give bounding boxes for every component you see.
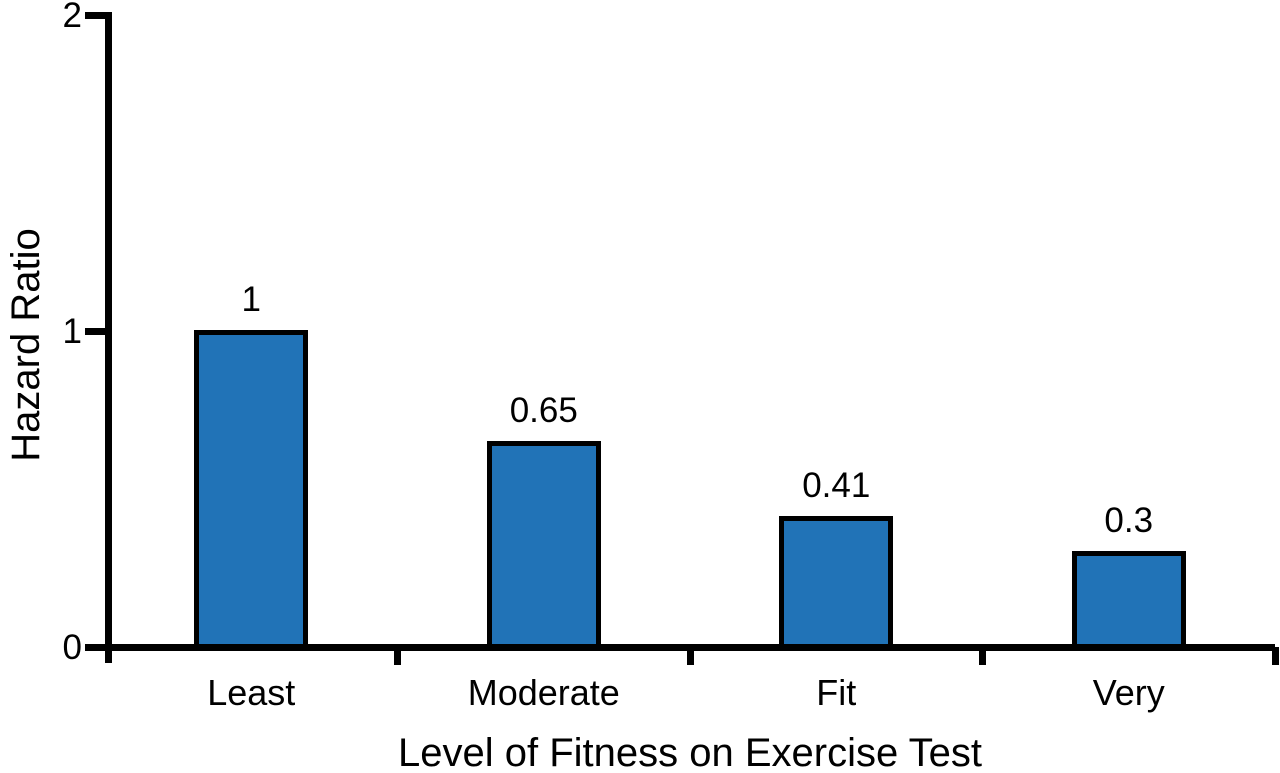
y-tick	[85, 12, 107, 19]
category-label: Fit	[816, 672, 857, 713]
bar-fit	[779, 516, 894, 651]
y-tick-label: 1	[62, 311, 82, 351]
value-label: 0.3	[1104, 501, 1154, 541]
x-tick	[1271, 647, 1279, 665]
x-axis-line	[105, 644, 1275, 651]
bar-very	[1071, 551, 1186, 651]
y-tick-label: 0	[62, 627, 82, 667]
y-tick-label: 2	[62, 0, 82, 35]
value-label: 0.41	[802, 466, 871, 506]
bar-moderate	[486, 440, 601, 651]
value-label: 1	[241, 280, 261, 319]
bar-least	[194, 330, 309, 651]
category-label: Least	[207, 672, 296, 713]
x-tick	[394, 647, 401, 665]
x-tick	[979, 647, 986, 665]
value-label: 0.65	[509, 390, 578, 430]
y-axis-line	[105, 12, 112, 663]
x-axis-title: Level of Fitness on Exercise Test	[398, 731, 982, 773]
y-tick	[85, 644, 107, 651]
y-tick	[85, 328, 107, 335]
category-label: Very	[1092, 672, 1165, 713]
category-label: Moderate	[467, 672, 620, 713]
x-tick	[686, 647, 694, 665]
